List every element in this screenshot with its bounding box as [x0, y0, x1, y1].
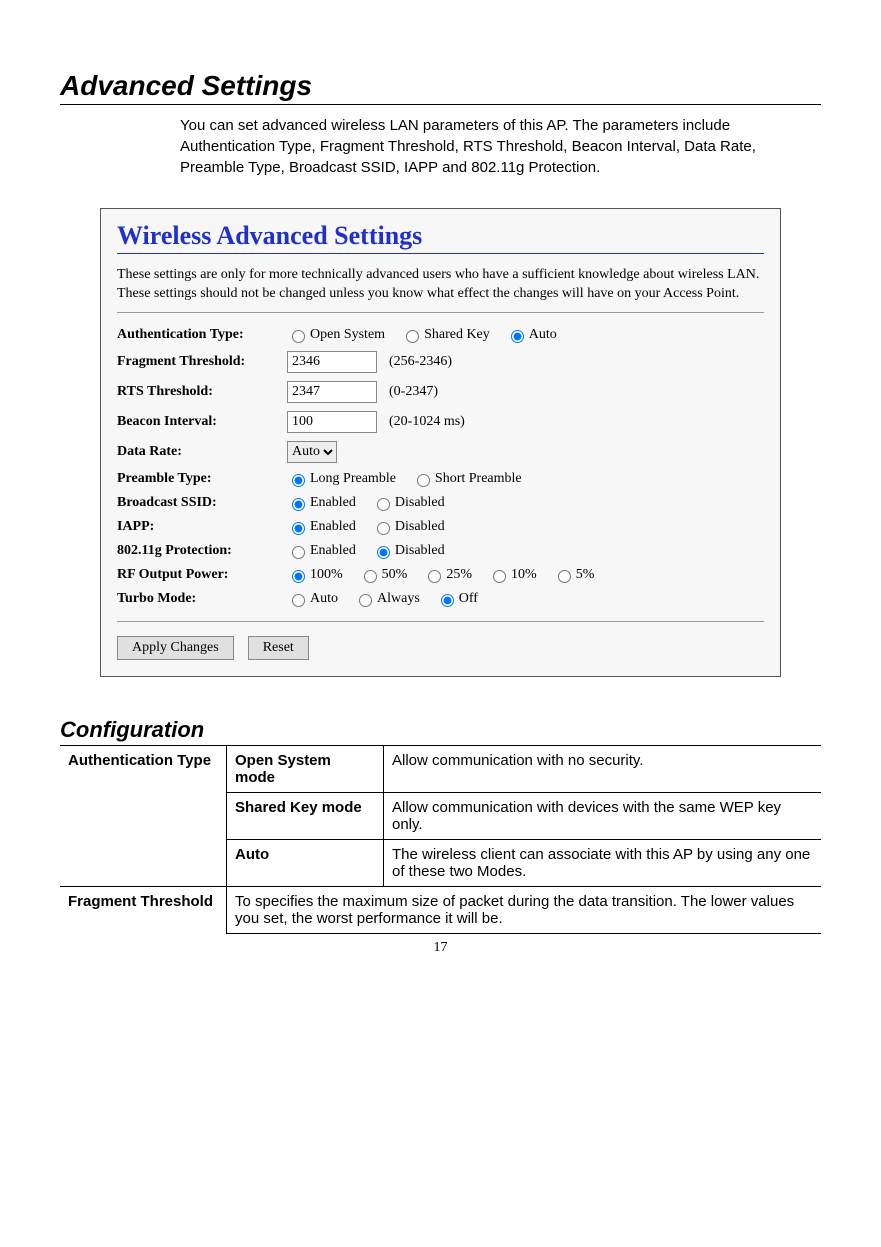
- auth-type-label: Authentication Type:: [117, 327, 287, 343]
- frag-desc: To specifies the maximum size of packet …: [227, 886, 822, 933]
- auto-head: Auto: [227, 839, 384, 886]
- auth-type-row: Authentication Type: Open System Shared …: [117, 327, 764, 343]
- rts-label: RTS Threshold:: [117, 384, 287, 400]
- iapp-enabled-option[interactable]: Enabled: [287, 519, 356, 535]
- protection-row: 802.11g Protection: Enabled Disabled: [117, 543, 764, 559]
- protection-disabled-option[interactable]: Disabled: [372, 543, 445, 559]
- wireless-settings-panel: Wireless Advanced Settings These setting…: [100, 208, 781, 677]
- auth-open-option[interactable]: Open System: [287, 327, 385, 343]
- fragment-row: Fragment Threshold: (256-2346): [117, 351, 764, 373]
- rfpower-label: RF Output Power:: [117, 567, 287, 583]
- auth-shared-option[interactable]: Shared Key: [401, 327, 490, 343]
- rts-row: RTS Threshold: (0-2347): [117, 381, 764, 403]
- beacon-label: Beacon Interval:: [117, 414, 287, 430]
- protection-label: 802.11g Protection:: [117, 543, 287, 559]
- open-system-desc: Allow communication with no security.: [384, 746, 822, 793]
- rf-100-option[interactable]: 100%: [287, 567, 343, 583]
- open-system-head: Open System mode: [227, 746, 384, 793]
- bssid-row: Broadcast SSID: Enabled Disabled: [117, 495, 764, 511]
- preamble-row: Preamble Type: Long Preamble Short Pream…: [117, 471, 764, 487]
- iapp-row: IAPP: Enabled Disabled: [117, 519, 764, 535]
- panel-title: Wireless Advanced Settings: [117, 221, 764, 251]
- rf-50-option[interactable]: 50%: [359, 567, 408, 583]
- config-section-title: Configuration: [60, 717, 821, 746]
- preamble-label: Preamble Type:: [117, 471, 287, 487]
- turbo-auto-option[interactable]: Auto: [287, 591, 338, 607]
- preamble-short-option[interactable]: Short Preamble: [412, 471, 522, 487]
- reset-button[interactable]: Reset: [248, 636, 309, 660]
- page-title: Advanced Settings: [60, 70, 821, 105]
- divider-bottom: [117, 621, 764, 622]
- config-table: Authentication Type Open System mode All…: [60, 746, 821, 934]
- shared-key-desc: Allow communication with devices with th…: [384, 792, 822, 839]
- rf-5-option[interactable]: 5%: [553, 567, 595, 583]
- bssid-label: Broadcast SSID:: [117, 495, 287, 511]
- page-number: 17: [60, 940, 821, 956]
- data-rate-select[interactable]: Auto: [287, 441, 337, 463]
- rfpower-row: RF Output Power: 100% 50% 25% 10% 5%: [117, 567, 764, 583]
- fragment-label: Fragment Threshold:: [117, 354, 287, 370]
- title-underline: [117, 253, 764, 254]
- rts-hint: (0-2347): [389, 384, 438, 400]
- intro-text: You can set advanced wireless LAN parame…: [180, 115, 801, 178]
- turbo-always-option[interactable]: Always: [354, 591, 420, 607]
- iapp-label: IAPP:: [117, 519, 287, 535]
- bssid-enabled-option[interactable]: Enabled: [287, 495, 356, 511]
- fragment-hint: (256-2346): [389, 354, 452, 370]
- beacon-row: Beacon Interval: (20-1024 ms): [117, 411, 764, 433]
- beacon-input[interactable]: [287, 411, 377, 433]
- preamble-long-option[interactable]: Long Preamble: [287, 471, 396, 487]
- rts-input[interactable]: [287, 381, 377, 403]
- protection-enabled-option[interactable]: Enabled: [287, 543, 356, 559]
- frag-row-head: Fragment Threshold: [60, 886, 227, 933]
- turbo-row: Turbo Mode: Auto Always Off: [117, 591, 764, 607]
- auth-auto-option[interactable]: Auto: [506, 327, 557, 343]
- fragment-input[interactable]: [287, 351, 377, 373]
- data-rate-row: Data Rate: Auto: [117, 441, 764, 463]
- divider: [117, 312, 764, 313]
- button-row: Apply Changes Reset: [117, 636, 764, 660]
- beacon-hint: (20-1024 ms): [389, 414, 465, 430]
- auth-row-head: Authentication Type: [60, 746, 227, 887]
- panel-description: These settings are only for more technic…: [117, 266, 764, 304]
- bssid-disabled-option[interactable]: Disabled: [372, 495, 445, 511]
- shared-key-head: Shared Key mode: [227, 792, 384, 839]
- rf-25-option[interactable]: 25%: [423, 567, 472, 583]
- turbo-off-option[interactable]: Off: [436, 591, 478, 607]
- rf-10-option[interactable]: 10%: [488, 567, 537, 583]
- iapp-disabled-option[interactable]: Disabled: [372, 519, 445, 535]
- turbo-label: Turbo Mode:: [117, 591, 287, 607]
- data-rate-label: Data Rate:: [117, 444, 287, 460]
- apply-button[interactable]: Apply Changes: [117, 636, 234, 660]
- auto-desc: The wireless client can associate with t…: [384, 839, 822, 886]
